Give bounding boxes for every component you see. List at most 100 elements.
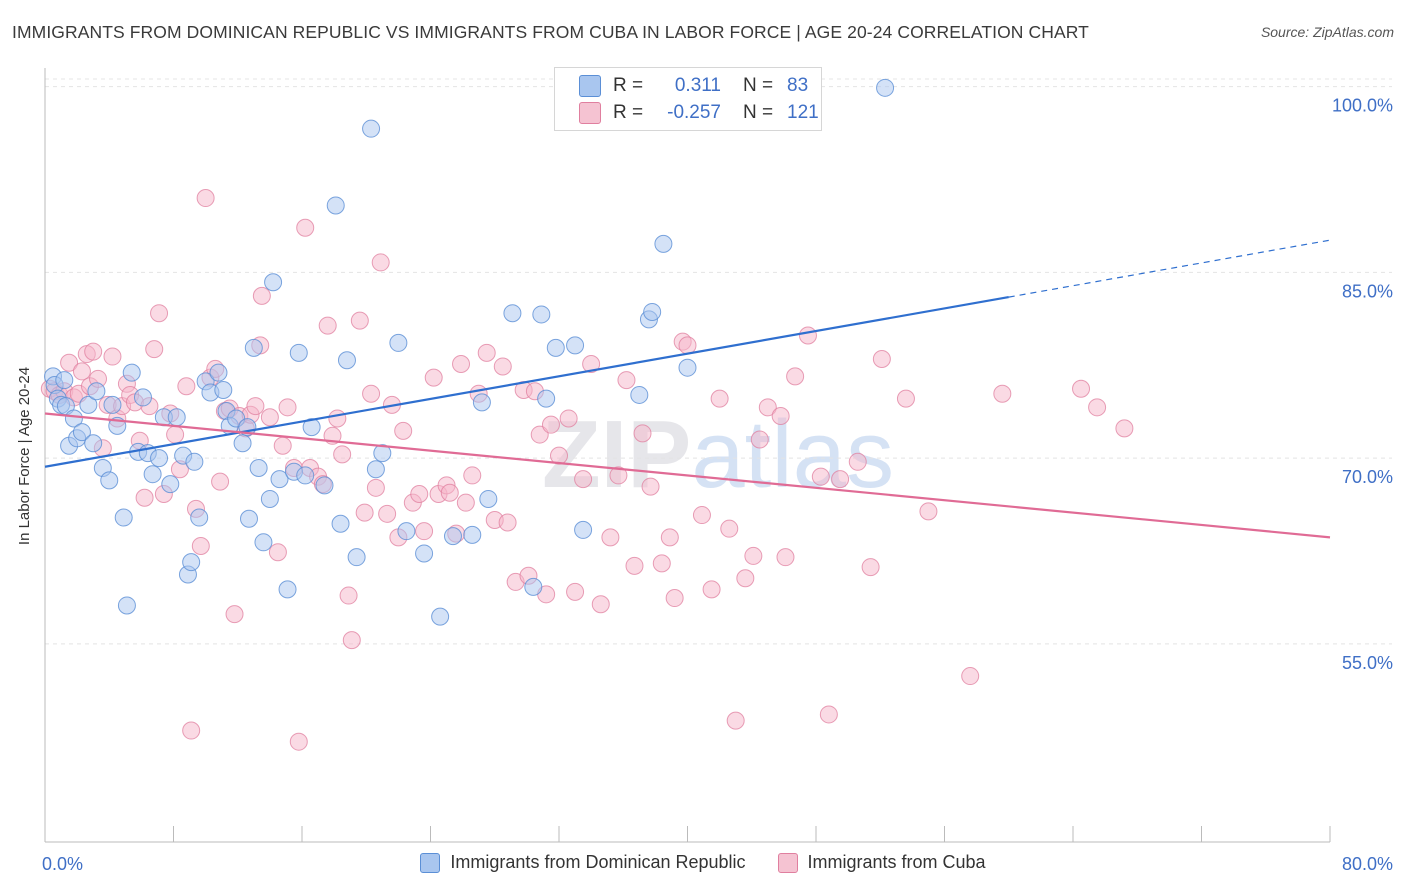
cuba-point — [211, 472, 230, 491]
cuba-point — [993, 384, 1012, 403]
dominican-point — [214, 380, 233, 399]
dominican-trend-line — [44, 296, 1009, 468]
cuba-point — [415, 522, 434, 541]
cuba-point — [798, 326, 817, 345]
cuba-point — [150, 304, 169, 323]
cuba-point — [786, 367, 805, 386]
cuba-point — [355, 503, 374, 522]
dominican-point — [337, 351, 356, 370]
dominican-point — [117, 596, 136, 615]
cuba-point — [84, 342, 103, 361]
dominican-point — [296, 466, 315, 485]
gridlines — [45, 78, 1392, 645]
dominican-point — [463, 525, 482, 544]
dominican-point — [270, 470, 289, 489]
dominican-point — [566, 336, 585, 355]
trend-lines — [44, 239, 1331, 539]
cuba-point — [811, 467, 830, 486]
cuba-point — [260, 408, 279, 427]
cuba-point — [366, 478, 385, 497]
cuba-point — [493, 357, 512, 376]
dominican-point — [331, 514, 350, 533]
dominican-point — [630, 385, 649, 404]
stats-row-dominican: R = 0.311 N = 83 — [579, 73, 808, 99]
cuba-point — [652, 554, 671, 573]
dominican-point — [133, 388, 152, 407]
y-tick-labels: 55.0% 70.0% 85.0% 100.0% — [1332, 96, 1393, 673]
chart-title: IMMIGRANTS FROM DOMINICAN REPUBLIC VS IM… — [12, 22, 1089, 42]
cuba-legend-swatch — [777, 852, 798, 873]
dominican-point — [654, 234, 673, 253]
dominican-point — [643, 302, 662, 321]
dominican-point — [876, 78, 895, 97]
cuba-point — [177, 377, 196, 396]
n-label: N = — [743, 75, 774, 96]
dominican-point — [100, 471, 119, 490]
dominican-point — [64, 409, 83, 428]
cuba-point — [692, 506, 711, 525]
n-value: 121 — [787, 102, 819, 123]
cuba-point — [362, 384, 381, 403]
cuba-point — [273, 436, 292, 455]
cuba-point — [848, 452, 867, 471]
cuba-point — [378, 504, 397, 523]
cuba-point — [333, 445, 352, 464]
cuba-point — [328, 409, 347, 428]
cuba-point — [60, 353, 79, 372]
dominican-point — [264, 273, 283, 292]
cuba-point — [1115, 419, 1134, 438]
cuba-point — [617, 371, 636, 390]
cuba-point — [609, 466, 628, 485]
cuba-point — [641, 477, 660, 496]
dominican-point — [254, 533, 273, 552]
cuba-point — [371, 253, 390, 272]
dominican-point — [114, 508, 133, 527]
cuba-point — [861, 558, 880, 577]
dominican-point — [479, 489, 498, 508]
dominican-point — [503, 304, 522, 323]
dominican-point — [190, 508, 209, 527]
n-label: N = — [743, 102, 774, 123]
dominican-point — [55, 371, 74, 390]
cuba-point — [191, 537, 210, 556]
y-tick-label: 85.0% — [1342, 281, 1393, 301]
cuba-point — [736, 569, 755, 588]
dominican-point — [249, 459, 268, 478]
cuba-point — [246, 397, 265, 416]
n-value: 83 — [787, 75, 809, 96]
dominican-trend-extension — [1008, 239, 1331, 298]
dominican-point — [472, 393, 491, 412]
dominican-point — [524, 577, 543, 596]
cuba-point — [591, 595, 610, 614]
cuba-point — [289, 732, 308, 751]
cuba-point — [339, 586, 358, 605]
cuba-point — [394, 421, 413, 440]
r-label: R = — [613, 102, 644, 123]
dominican-point — [546, 338, 565, 357]
y-tick-label: 70.0% — [1342, 467, 1393, 487]
dominican-point — [537, 389, 556, 408]
cuba-point — [103, 347, 122, 366]
legend-item-cuba: Immigrants from Cuba — [777, 852, 986, 873]
cuba-point — [452, 354, 471, 373]
dominican-point — [103, 395, 122, 414]
dominican-point — [87, 382, 106, 401]
cuba-point — [758, 398, 777, 417]
cuba-point — [601, 528, 620, 547]
cuba-point — [318, 316, 337, 335]
dominican-swatch — [579, 75, 601, 97]
dominican-point — [315, 476, 334, 495]
cuba-point — [350, 311, 369, 330]
dominican-point — [182, 553, 201, 572]
dominican-point — [72, 423, 91, 442]
dominican-point — [443, 527, 462, 546]
dominican-point — [574, 520, 593, 539]
cuba-point — [342, 631, 361, 650]
axes — [44, 68, 1331, 843]
cuba-point — [574, 470, 593, 489]
cuba-point — [498, 513, 517, 532]
cuba-point — [744, 546, 763, 565]
cuba-point — [72, 362, 91, 381]
stats-row-cuba: R = -0.257 N = 121 — [579, 100, 819, 126]
r-value: 0.311 — [674, 75, 721, 96]
